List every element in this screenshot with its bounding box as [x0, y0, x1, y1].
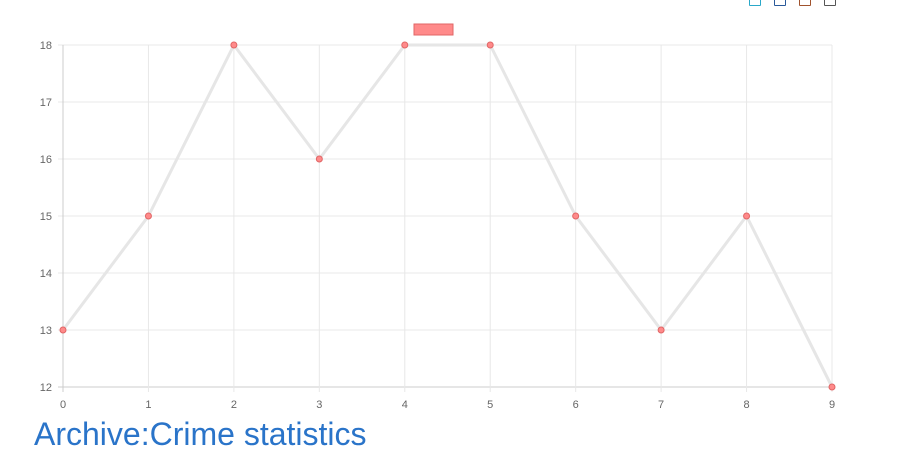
square-outline-icon[interactable]: [799, 0, 811, 6]
chart-series: [59, 41, 836, 391]
legend-swatch[interactable]: [413, 23, 454, 36]
data-point[interactable]: [572, 212, 580, 220]
y-tick-label: 15: [40, 211, 52, 223]
data-point[interactable]: [144, 212, 152, 220]
chart-grid: [58, 44, 833, 392]
data-point[interactable]: [401, 41, 409, 49]
x-tick-label: 7: [658, 399, 664, 410]
x-tick-label: 5: [487, 399, 493, 410]
archive-link[interactable]: Archive:Crime statistics: [34, 416, 367, 452]
x-tick-label: 0: [60, 399, 66, 410]
x-tick-label: 9: [829, 399, 835, 410]
data-point[interactable]: [230, 41, 238, 49]
data-point[interactable]: [828, 383, 836, 391]
x-tick-label: 1: [145, 399, 151, 410]
square-outline-icon[interactable]: [749, 0, 761, 6]
x-tick-label: 6: [573, 399, 579, 410]
x-tick-label: 2: [231, 399, 237, 410]
data-point[interactable]: [743, 212, 751, 220]
x-tick-label: 3: [316, 399, 322, 410]
data-point[interactable]: [486, 41, 494, 49]
y-tick-label: 13: [40, 325, 52, 337]
top-controls: [749, 0, 836, 6]
data-point[interactable]: [657, 326, 665, 334]
y-tick-label: 14: [40, 268, 52, 280]
y-tick-label: 18: [40, 40, 52, 52]
chart-legend: [413, 23, 454, 36]
x-tick-label: 8: [743, 399, 749, 410]
series-line: [61, 43, 834, 388]
square-outline-icon[interactable]: [824, 0, 836, 6]
x-tick-label: 4: [402, 399, 408, 410]
data-point[interactable]: [59, 326, 67, 334]
y-tick-label: 17: [40, 97, 52, 109]
data-point[interactable]: [315, 155, 323, 163]
y-tick-label: 16: [40, 154, 52, 166]
y-tick-label: 12: [40, 382, 52, 394]
square-outline-icon[interactable]: [774, 0, 786, 6]
